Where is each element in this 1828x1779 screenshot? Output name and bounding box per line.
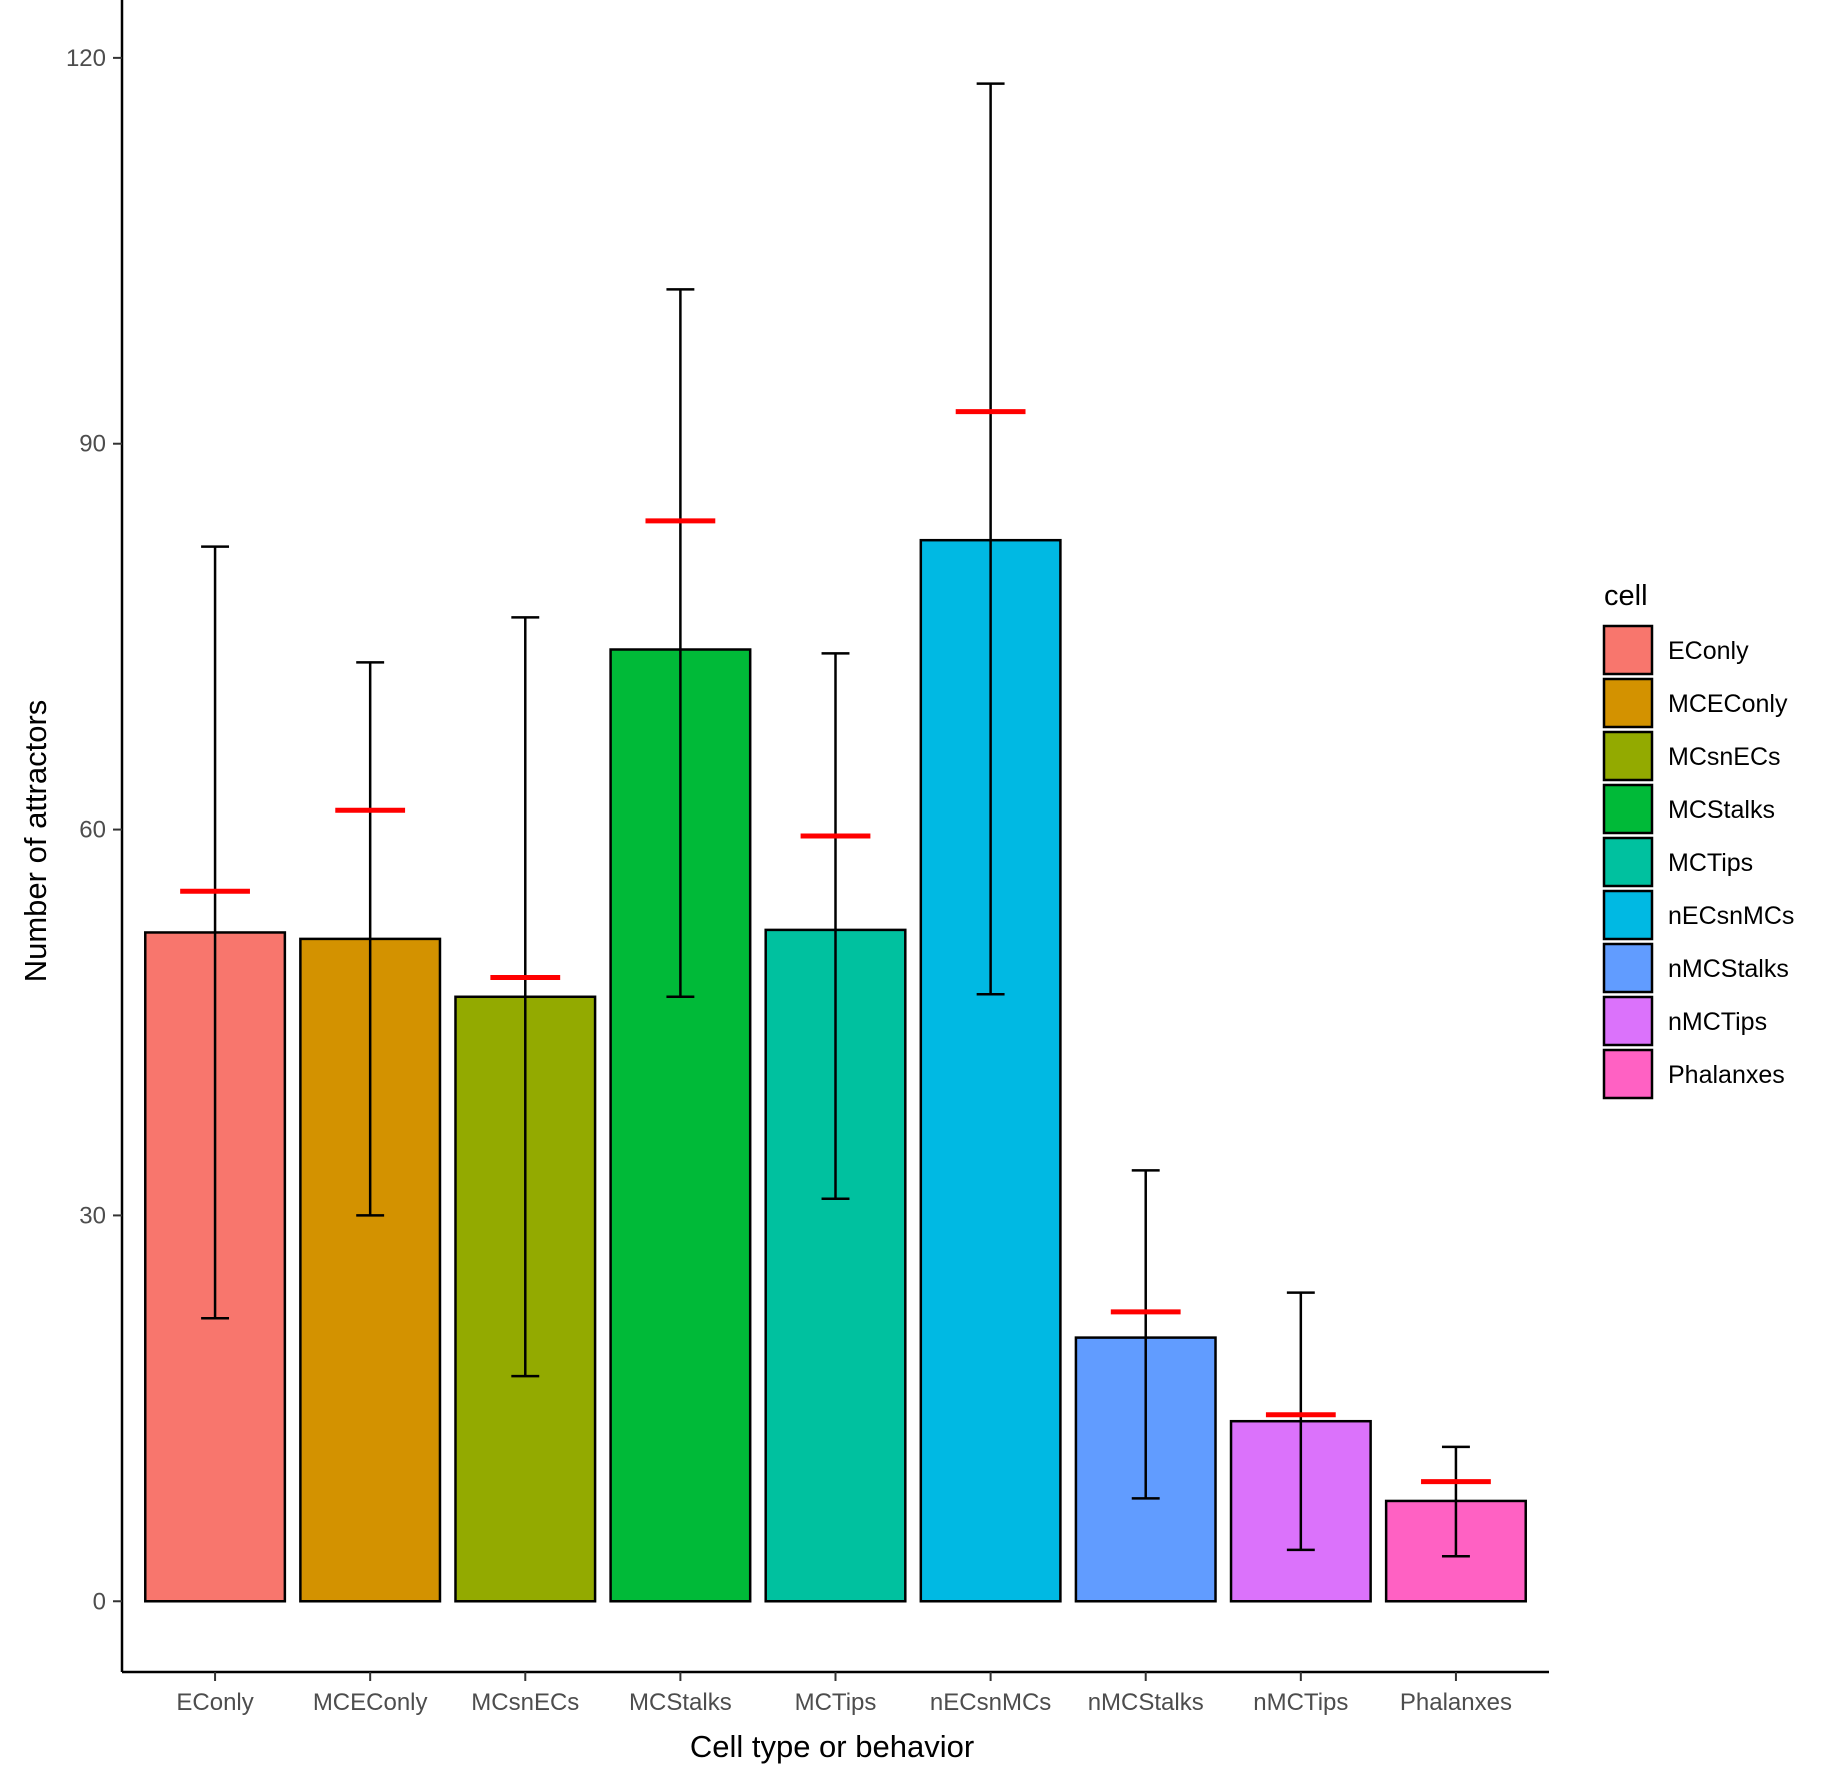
legend-item-nMCStalks: nMCStalks [1602, 942, 1789, 994]
error-bar-MCsnECs [511, 616, 540, 1378]
legend: cell EConly MCEConly MCsnECs MCStalks MCTips… [1602, 580, 1794, 1100]
legend-key [1602, 624, 1654, 676]
legend-label: nMCStalks [1668, 955, 1789, 983]
legend-label: MCTips [1668, 849, 1753, 877]
legend-key [1602, 889, 1654, 941]
legend-key [1602, 677, 1654, 729]
x-tick-label: EConly [176, 1689, 253, 1716]
legend-label: Phalanxes [1668, 1061, 1785, 1089]
y-tick-label: 60 [79, 817, 106, 844]
error-bar-nMCStalks [1131, 1169, 1160, 1500]
x-tick-label: Phalanxes [1400, 1689, 1512, 1716]
legend-label: MCsnECs [1668, 743, 1781, 771]
error-bar-MCStalks [666, 288, 695, 999]
error-bar-nECsnMCs [976, 82, 1005, 996]
legend-label: EConly [1668, 637, 1749, 665]
x-ticks: EConly MCEConly MCsnECs MCStalks MCTips nECsn… [176, 1672, 1512, 1716]
legend-label: nMCTips [1668, 1008, 1767, 1036]
legend-label: MCStalks [1668, 796, 1775, 824]
x-tick-label: nMCStalks [1088, 1689, 1204, 1716]
legend-item-MCStalks: MCStalks [1602, 783, 1775, 835]
error-bar-nMCTips [1286, 1291, 1315, 1552]
x-tick-label: MCEConly [313, 1689, 428, 1716]
x-axis-title: Cell type or behavior [690, 1729, 974, 1764]
y-tick-label: 30 [79, 1202, 106, 1229]
legend-item-MCsnECs: MCsnECs [1602, 730, 1781, 782]
y-axis-title: Number of attractors [18, 700, 53, 983]
x-tick-label: MCStalks [629, 1689, 732, 1716]
x-tick-label: MCsnECs [471, 1689, 579, 1716]
y-tick-label: 90 [79, 431, 106, 458]
legend-title: cell [1604, 580, 1648, 612]
error-bar-Phalanxes [1441, 1445, 1470, 1558]
legend-key [1602, 1048, 1654, 1100]
legend-key [1602, 730, 1654, 782]
legend-key [1602, 942, 1654, 994]
x-tick-label: nMCTips [1253, 1689, 1348, 1716]
error-bar-MCTips [821, 652, 850, 1200]
reference-lines-layer [180, 409, 1491, 1485]
legend-item-EConly: EConly [1602, 624, 1749, 676]
x-tick-label: nECsnMCs [930, 1689, 1051, 1716]
y-ticks: 0 30 60 90 120 [66, 45, 122, 1615]
x-tick-label: MCTips [795, 1689, 877, 1716]
error-bars-layer [201, 82, 1470, 1558]
legend-label: MCEConly [1668, 690, 1788, 718]
legend-items: EConly MCEConly MCsnECs MCStalks MCTips nECsn… [1602, 624, 1794, 1100]
error-bar-EConly [201, 545, 230, 1320]
legend-item-nMCTips: nMCTips [1602, 995, 1767, 1047]
legend-key [1602, 783, 1654, 835]
legend-item-MCEConly: MCEConly [1602, 677, 1788, 729]
legend-label: nECsnMCs [1668, 902, 1794, 930]
error-bar-MCEConly [356, 661, 385, 1217]
y-tick-label: 0 [93, 1588, 106, 1615]
legend-item-MCTips: MCTips [1602, 836, 1753, 888]
legend-item-nECsnMCs: nECsnMCs [1602, 889, 1794, 941]
legend-item-Phalanxes: Phalanxes [1602, 1048, 1785, 1100]
legend-key [1602, 836, 1654, 888]
y-tick-label: 120 [66, 45, 106, 72]
legend-key [1602, 995, 1654, 1047]
